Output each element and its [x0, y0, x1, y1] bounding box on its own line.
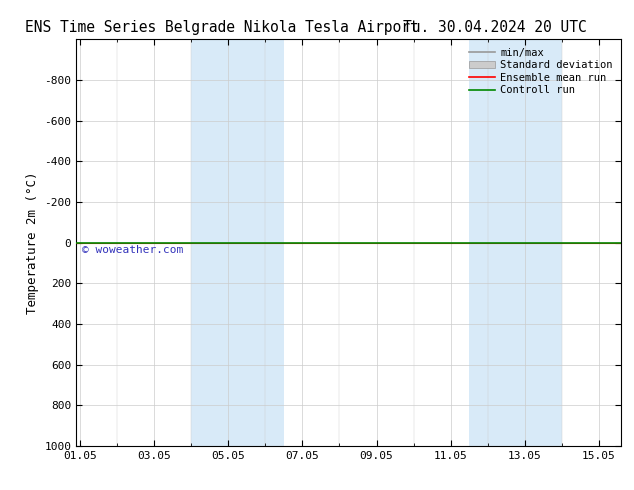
Text: ENS Time Series Belgrade Nikola Tesla Airport: ENS Time Series Belgrade Nikola Tesla Ai… — [25, 20, 419, 35]
Text: © woweather.com: © woweather.com — [82, 245, 183, 255]
Text: Tu. 30.04.2024 20 UTC: Tu. 30.04.2024 20 UTC — [403, 20, 586, 35]
Bar — [469, 39, 562, 446]
Y-axis label: Temperature 2m (°C): Temperature 2m (°C) — [25, 172, 39, 314]
Bar — [191, 39, 284, 446]
Legend: min/max, Standard deviation, Ensemble mean run, Controll run: min/max, Standard deviation, Ensemble me… — [466, 45, 616, 98]
